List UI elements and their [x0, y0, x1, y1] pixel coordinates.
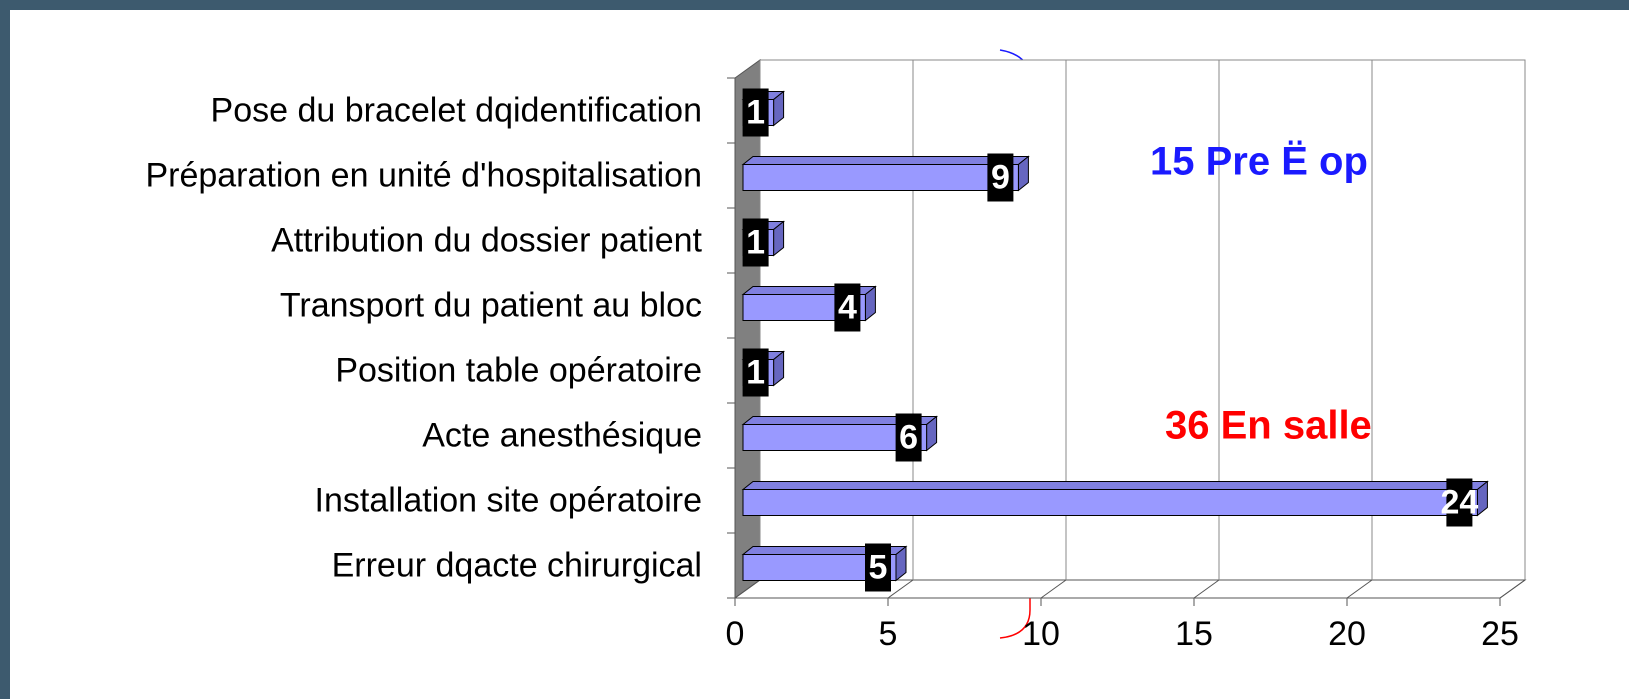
x-tick-label: 5 [879, 615, 898, 653]
bar-group: 1 [741, 348, 786, 397]
data-label: 1 [746, 353, 765, 391]
floor [733, 579, 1527, 599]
bar [742, 164, 1019, 191]
x-tick-label: 10 [1022, 615, 1060, 653]
data-label: 1 [746, 93, 765, 131]
annotation: 36 En salle [1165, 404, 1372, 448]
data-label-box [865, 543, 891, 592]
data-label: 24 [1440, 483, 1478, 521]
data-label-box [742, 348, 769, 397]
x-tick-label: 25 [1481, 615, 1519, 653]
y-tick-label: Attribution du dossier patient [271, 221, 702, 259]
data-label-box [895, 413, 922, 462]
data-label: 4 [838, 288, 857, 326]
data-label: 1 [746, 223, 765, 261]
y-tick-label: Transport du patient au bloc [280, 286, 702, 324]
grid-line [887, 579, 914, 599]
bar-group: 4 [741, 283, 877, 332]
x-tick-label: 20 [1328, 615, 1366, 653]
bar-top [741, 481, 1489, 490]
grid-line [1040, 579, 1067, 599]
bar [742, 489, 1478, 516]
y-tick-label: Installation site opératoire [315, 481, 702, 519]
data-label: 5 [869, 548, 888, 586]
grid-line [734, 579, 761, 599]
data-label-box [987, 153, 1014, 202]
bar-group: 5 [741, 543, 908, 592]
bar-group: 24 [741, 478, 1489, 527]
bar-top [741, 156, 1030, 165]
data-label-box [742, 88, 769, 137]
y-tick-label: Acte anesthésique [422, 416, 702, 454]
y-tick-label: Préparation en unité d'hospitalisation [145, 156, 702, 194]
grid-line [1193, 579, 1220, 599]
y-tick-label: Position table opératoire [335, 351, 702, 389]
y-tick-label: Erreur dqacte chirurgical [332, 546, 702, 584]
data-label: 6 [899, 418, 918, 456]
data-label: 9 [991, 158, 1010, 196]
annotation: 15 Pre Ë op [1150, 140, 1368, 184]
bar-group: 9 [741, 153, 1030, 202]
data-label-box [1446, 478, 1473, 527]
grid-line [1499, 579, 1526, 599]
grid-line [1346, 579, 1373, 599]
y-tick-label: Pose du bracelet dqidentification [211, 91, 702, 129]
side-wall [734, 59, 761, 599]
data-label-box [834, 283, 861, 332]
bar-group: 6 [741, 413, 939, 462]
data-label-box [742, 218, 769, 267]
bar-group: 1 [741, 218, 786, 267]
bar-group: 1 [741, 88, 786, 137]
x-tick-label: 15 [1175, 615, 1213, 653]
x-tick-label: 0 [726, 615, 745, 653]
